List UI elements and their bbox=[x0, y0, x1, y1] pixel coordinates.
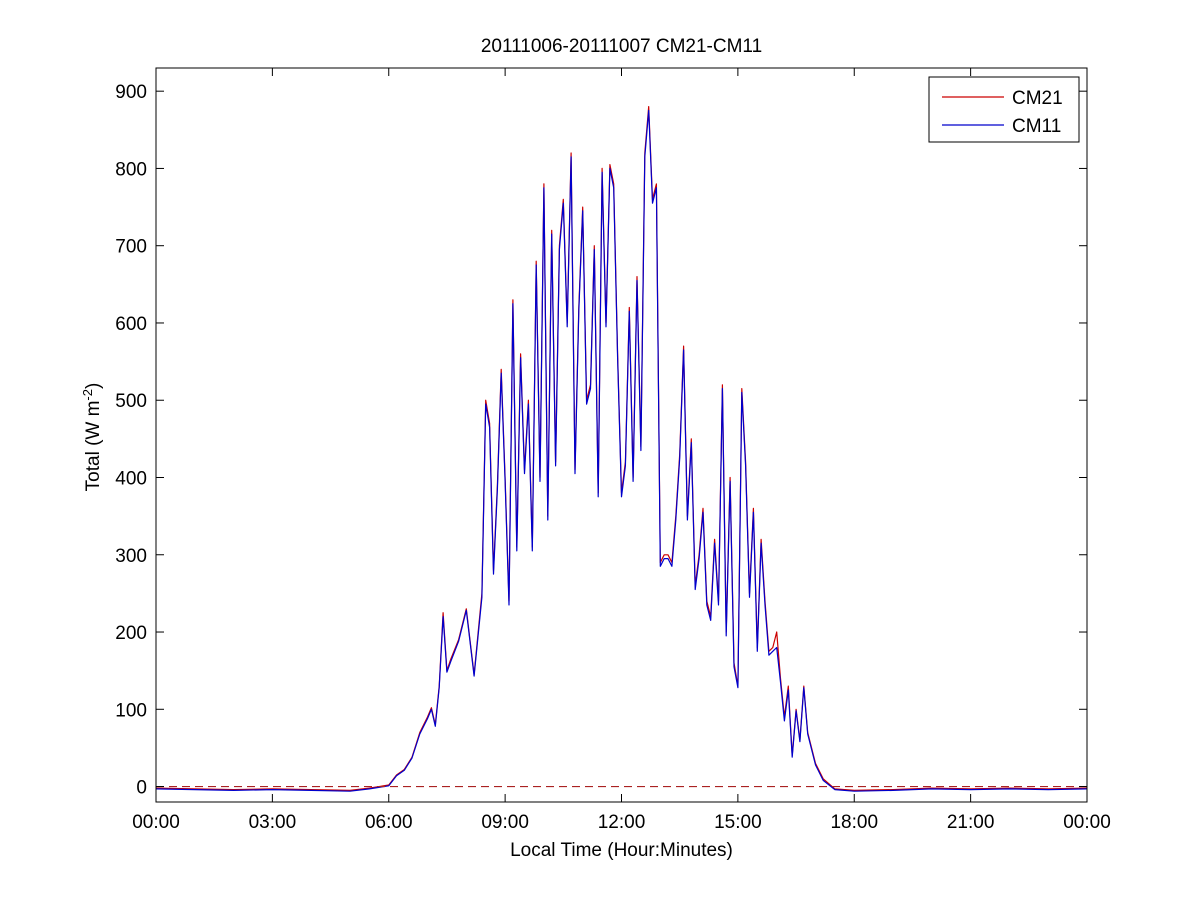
x-tick-label: 00:00 bbox=[132, 812, 180, 833]
x-tick-label: 03:00 bbox=[249, 812, 297, 833]
y-tick-label: 0 bbox=[136, 778, 147, 799]
y-axis-label-close: ) bbox=[83, 383, 104, 389]
x-tick-label: 09:00 bbox=[481, 812, 529, 833]
legend-label-cm11: CM11 bbox=[1012, 116, 1061, 137]
y-tick-label: 700 bbox=[115, 237, 147, 258]
series-layer bbox=[156, 105, 1087, 792]
x-tick-label: 06:00 bbox=[365, 812, 413, 833]
y-axis-label: Total (W m-2) bbox=[80, 383, 105, 492]
y-tick-label: 100 bbox=[115, 700, 147, 721]
x-tick-label: 00:00 bbox=[1063, 812, 1111, 833]
x-tick-label: 21:00 bbox=[947, 812, 995, 833]
x-tick-label: 12:00 bbox=[598, 812, 646, 833]
y-axis: 0 100 200 300 400 500 600 700 800 900 bbox=[115, 82, 1087, 799]
y-axis-label-superscript: -2 bbox=[80, 389, 95, 401]
legend: CM21 CM11 bbox=[928, 76, 1080, 143]
plot-area bbox=[156, 68, 1087, 802]
y-tick-label: 500 bbox=[115, 391, 147, 412]
y-tick-label: 900 bbox=[115, 82, 147, 103]
y-tick-label: 300 bbox=[115, 546, 147, 567]
chart-title: 20111006-20111007 CM21-CM11 bbox=[481, 36, 762, 57]
y-tick-label: 200 bbox=[115, 623, 147, 644]
y-tick-label: 800 bbox=[115, 159, 147, 180]
x-axis-label: Local Time (Hour:Minutes) bbox=[510, 840, 733, 861]
y-tick-label: 600 bbox=[115, 314, 147, 335]
legend-label-cm21: CM21 bbox=[1012, 88, 1063, 109]
legend-box bbox=[928, 76, 1080, 143]
x-tick-label: 15:00 bbox=[714, 812, 762, 833]
y-tick-label: 400 bbox=[115, 468, 147, 489]
x-axis: 00:00 03:00 06:00 09:00 12:00 15:00 18:00 21:00… bbox=[132, 68, 1111, 833]
y-axis-label-main: Total (W m bbox=[83, 401, 104, 492]
x-tick-label: 18:00 bbox=[830, 812, 878, 833]
series-line-cm11 bbox=[156, 109, 1087, 792]
